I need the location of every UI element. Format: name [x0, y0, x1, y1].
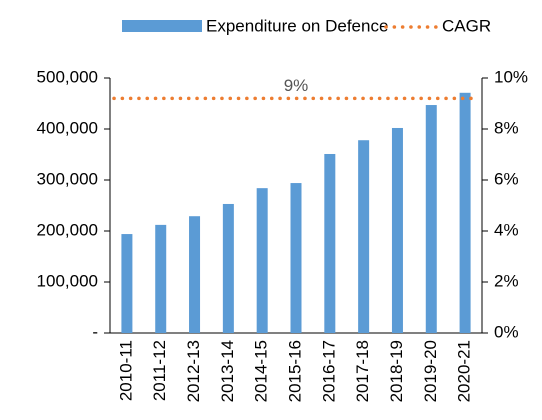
x-tick-label: 2016-17: [319, 340, 338, 402]
y2-tick-label: 10%: [494, 67, 528, 86]
bar: [358, 140, 370, 333]
x-tick-label: 2013-14: [218, 340, 237, 402]
legend-swatch: [122, 20, 202, 32]
y-tick-label: 300,000: [37, 169, 98, 188]
y2-tick-label: 6%: [494, 169, 519, 188]
bar: [121, 234, 133, 333]
x-tick-label: 2011-12: [150, 340, 169, 401]
x-tick-label: 2014-15: [252, 340, 271, 402]
y2-tick-label: 0%: [494, 322, 519, 341]
y2-tick-label: 8%: [494, 118, 519, 137]
bar: [155, 224, 167, 333]
y-tick-label: 100,000: [37, 271, 98, 290]
y-tick-label: -: [92, 322, 98, 341]
x-tick-label: 2017-18: [353, 340, 372, 402]
x-tick-label: 2018-19: [387, 340, 406, 402]
x-tick-label: 2019-20: [421, 340, 440, 402]
bar: [290, 183, 302, 333]
y-tick-label: 400,000: [37, 118, 98, 137]
bar: [459, 92, 471, 333]
data-label: 9%: [284, 76, 309, 95]
bar: [189, 216, 201, 333]
bar: [222, 203, 234, 333]
legend-label: Expenditure on Defence: [206, 16, 388, 35]
bar: [256, 188, 268, 333]
y-tick-label: 200,000: [37, 220, 98, 239]
x-tick-label: 2015-16: [285, 340, 304, 402]
bar: [391, 127, 403, 333]
x-tick-label: 2020-21: [455, 340, 474, 402]
legend-label: CAGR: [442, 16, 491, 35]
y2-tick-label: 2%: [494, 271, 519, 290]
y-tick-label: 500,000: [37, 67, 98, 86]
x-tick-label: 2012-13: [184, 340, 203, 402]
x-tick-label: 2010-11: [116, 340, 135, 401]
bar: [425, 105, 437, 333]
bar: [324, 153, 336, 333]
y2-tick-label: 4%: [494, 220, 519, 239]
